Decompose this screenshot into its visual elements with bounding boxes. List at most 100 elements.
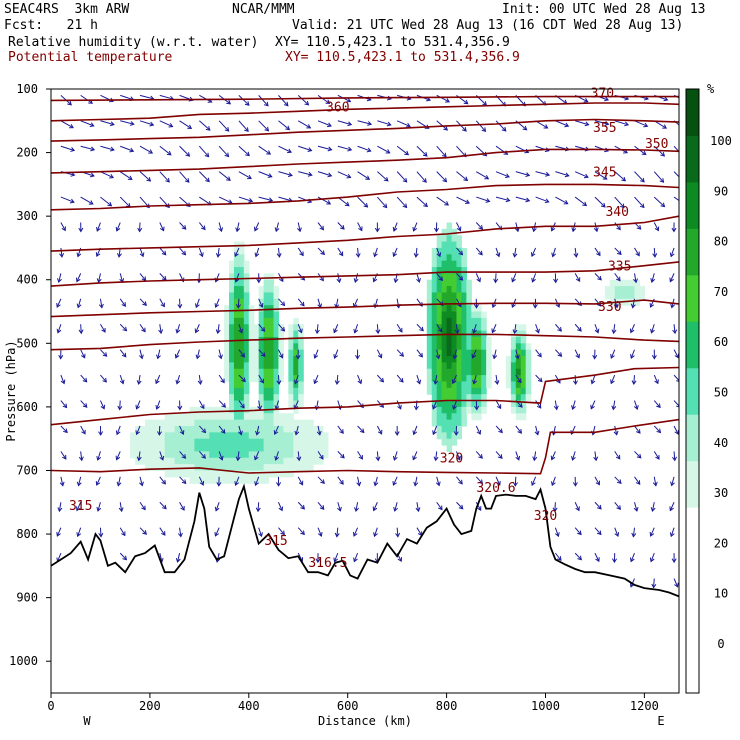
wind-vector [649,552,655,563]
rh-cell [233,292,240,300]
wind-vector [535,374,543,383]
rh-cell [466,362,472,370]
rh-cell [451,311,458,319]
rh-cell [520,336,527,344]
rh-cell [471,336,477,344]
rh-cell [441,425,448,433]
wind-vector [333,349,339,359]
rh-cell [214,476,220,484]
rh-cell [293,362,299,370]
rh-cell [520,413,527,421]
rh-cell [135,445,141,452]
wind-vector [278,527,285,536]
wind-vector [215,247,221,258]
wind-vector [669,502,675,512]
rh-cell [481,343,487,351]
rh-cell [510,381,517,389]
rh-cell [263,387,270,395]
wind-vector [673,374,679,382]
rh-cell [224,356,230,363]
x-tick-label: 1000 [531,699,560,713]
rh-cell [441,336,448,344]
rh-cell [130,445,136,452]
x-tick-label: 0 [47,699,54,713]
wind-vector [297,298,305,307]
rh-cell [243,305,250,313]
rh-cell [436,394,443,402]
wind-vector [531,273,537,283]
rh-cell [436,235,443,243]
wind-vector [119,273,125,284]
rh-cell [293,387,299,395]
rh-cell [204,476,210,484]
rh-cell [451,419,458,427]
rh-cell [634,279,641,287]
rh-cell [229,451,235,459]
wind-vector [396,171,408,183]
rh-cell [258,317,265,325]
wind-vector [334,298,340,309]
wind-vector [179,425,185,435]
rh-cell [258,464,265,472]
wind-vector [199,120,211,131]
wind-vector [669,247,675,258]
rh-cell [248,419,255,427]
rh-cell [184,425,191,433]
rh-cell [263,349,270,357]
wind-vector [629,324,635,334]
wind-vector [572,476,578,487]
wind-vector [179,476,187,485]
wind-vector [555,145,570,152]
rh-cell [263,438,270,446]
rh-cell [461,406,467,414]
rh-cell [298,330,304,338]
rh-cell [258,362,265,370]
rh-cell [174,419,181,427]
rh-cell [308,457,314,465]
wind-vector [317,527,323,537]
rh-cell [313,445,319,452]
rh-cell [293,400,299,408]
wind-vector [177,400,183,411]
rh-cell [263,394,270,402]
rh-cell [209,457,215,465]
rh-cell [456,317,463,325]
wind-vector [353,552,359,563]
wind-vector [80,145,96,152]
rh-cell [248,470,255,478]
wind-vector [436,247,442,258]
rh-cell [441,394,448,402]
rh-cell [476,324,482,332]
rh-cell [476,343,482,351]
rh-cell [476,406,482,414]
rh-cell [253,413,260,421]
rh-cell [446,324,453,332]
wind-vector [337,451,345,459]
rh-cell [288,362,294,370]
wind-vector [634,171,645,183]
rh-cell [169,419,176,427]
rh-cell [204,413,210,421]
wind-vector [514,349,520,360]
rh-cell [224,406,230,414]
rh-cell [214,438,220,446]
wind-vector [614,451,621,460]
rh-cell [248,305,255,313]
wind-vector [377,120,392,127]
wind-vector [415,502,421,513]
rh-cell [456,375,463,383]
wind-vector [571,400,576,411]
wind-vector [436,273,443,282]
rh-cell [253,464,260,472]
wind-vector [276,375,282,386]
plot-frame [50,88,680,694]
rh-cell [273,343,280,351]
rh-cell [248,317,255,325]
rh-cell [293,419,299,427]
rh-cell [189,457,195,465]
rh-cell [135,451,141,459]
rh-cell [441,343,448,351]
wind-vector [650,502,656,513]
wind-vector [177,527,183,538]
rh-cell [456,254,463,262]
